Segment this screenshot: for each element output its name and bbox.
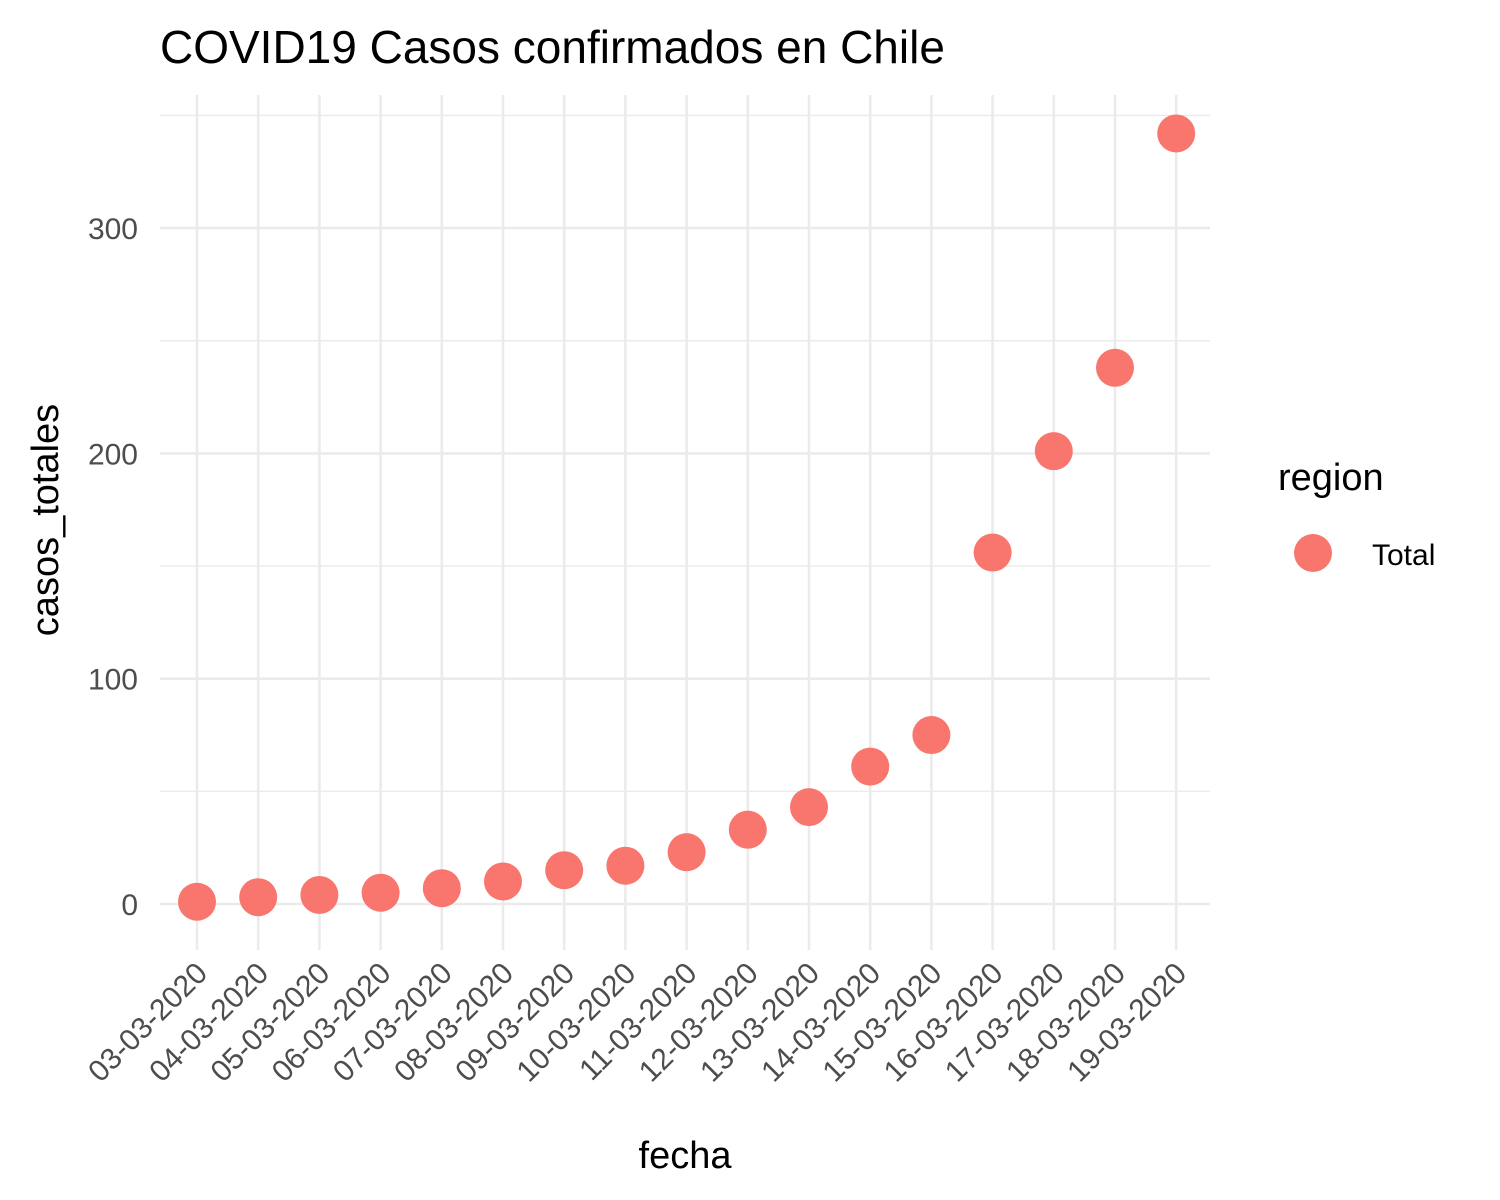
data-points <box>178 114 1196 921</box>
data-point <box>300 875 339 914</box>
y-tick-label: 0 <box>121 889 138 922</box>
legend-title: region <box>1278 457 1384 499</box>
x-axis-title: fecha <box>639 1135 733 1177</box>
y-tick-label: 100 <box>88 664 138 697</box>
data-point <box>178 882 216 921</box>
data-point <box>912 716 951 755</box>
grid <box>160 95 1210 950</box>
y-tick-label: 300 <box>88 213 138 246</box>
data-point <box>667 833 706 872</box>
legend-label-total: Total <box>1372 539 1435 572</box>
data-point <box>545 851 584 890</box>
legend: region Total <box>1278 457 1435 572</box>
y-tick-label: 200 <box>88 438 138 471</box>
y-axis-title: casos_totales <box>25 404 67 636</box>
data-point <box>1034 432 1073 471</box>
data-point <box>973 533 1012 572</box>
data-point <box>239 878 278 917</box>
data-point <box>728 810 767 849</box>
x-axis-ticks: 03-03-202004-03-202005-03-202006-03-2020… <box>82 957 1193 1089</box>
chart-title: COVID19 Casos confirmados en Chile <box>160 21 945 73</box>
y-axis-ticks: 0 100 200 300 <box>88 213 138 922</box>
legend-key-total <box>1294 534 1332 572</box>
data-point <box>790 788 828 827</box>
data-point <box>422 869 461 908</box>
data-point <box>361 873 400 912</box>
data-point <box>484 862 522 901</box>
data-point <box>1157 114 1196 153</box>
data-point <box>1096 348 1134 387</box>
data-point <box>851 747 890 786</box>
data-point <box>606 846 645 885</box>
